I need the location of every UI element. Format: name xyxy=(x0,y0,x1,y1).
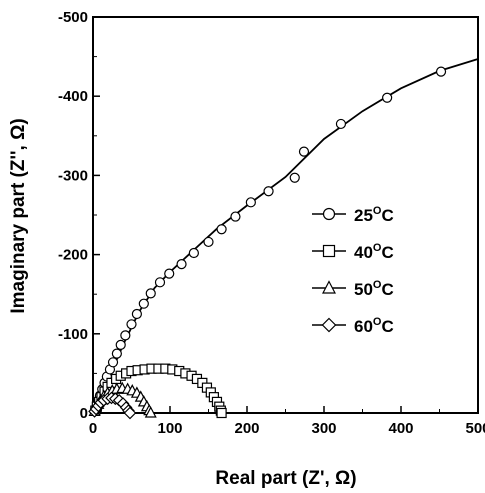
y-tick-label: -200 xyxy=(58,247,88,264)
legend-item: 25OC xyxy=(312,205,394,225)
x-axis-title: Real part (Z', Ω) xyxy=(215,468,356,489)
data-point-circle xyxy=(115,339,126,350)
data-point-circle xyxy=(298,146,310,157)
data-point-circle xyxy=(145,288,156,299)
legend-label: 50OC xyxy=(354,279,394,299)
series-fit-line xyxy=(92,58,479,414)
data-point-circle xyxy=(245,197,256,208)
series-diamond xyxy=(88,391,137,420)
data-point-circle xyxy=(230,211,241,222)
data-point-circle xyxy=(263,186,274,197)
data-point-circle xyxy=(216,224,227,235)
y-tick-label: -100 xyxy=(58,326,88,343)
data-point-circle xyxy=(107,357,119,368)
x-tick-label: 300 xyxy=(311,420,336,437)
data-point-diamond xyxy=(123,406,137,420)
legend-marker-circle xyxy=(322,207,336,221)
legend-label: 25OC xyxy=(354,205,394,225)
data-point-triangle xyxy=(144,406,157,418)
data-point-circle xyxy=(188,247,199,259)
y-tick-label: -400 xyxy=(58,88,88,105)
data-point-circle xyxy=(176,259,187,270)
data-point-circle xyxy=(289,172,300,183)
legend-item: 60OC xyxy=(312,316,394,336)
data-point-circle xyxy=(435,66,447,77)
y-tick-label: -500 xyxy=(58,9,88,26)
data-point-circle xyxy=(111,348,122,359)
legend-item: 40OC xyxy=(312,242,394,262)
data-point-circle xyxy=(164,268,175,279)
data-point-circle xyxy=(203,236,214,248)
data-point-circle xyxy=(131,308,142,320)
legend-item: 50OC xyxy=(312,279,394,299)
y-tick-label: -300 xyxy=(58,167,88,184)
data-point-circle xyxy=(154,277,166,288)
series-circle xyxy=(90,58,479,415)
x-tick-label: 500 xyxy=(465,420,485,437)
x-tick-label: 200 xyxy=(234,420,259,437)
legend-marker-triangle xyxy=(322,280,336,294)
data-point-circle xyxy=(126,319,137,330)
x-tick-label: 0 xyxy=(89,420,97,437)
legend-marker-diamond xyxy=(321,317,337,333)
data-point-circle xyxy=(335,118,347,130)
legend-label: 40OC xyxy=(354,242,394,262)
legend-label: 60OC xyxy=(354,316,394,336)
data-point-circle xyxy=(138,298,149,309)
data-point-circle xyxy=(120,330,131,341)
data-point-square xyxy=(216,407,227,419)
plot-frame xyxy=(92,16,479,414)
x-tick-label: 400 xyxy=(388,420,413,437)
y-tick-label: 0 xyxy=(80,405,88,422)
data-point-circle xyxy=(382,92,393,103)
legend-marker-square xyxy=(322,244,336,258)
x-tick-label: 100 xyxy=(157,420,182,437)
y-axis-title: Imaginary part (Z'', Ω) xyxy=(8,118,29,313)
